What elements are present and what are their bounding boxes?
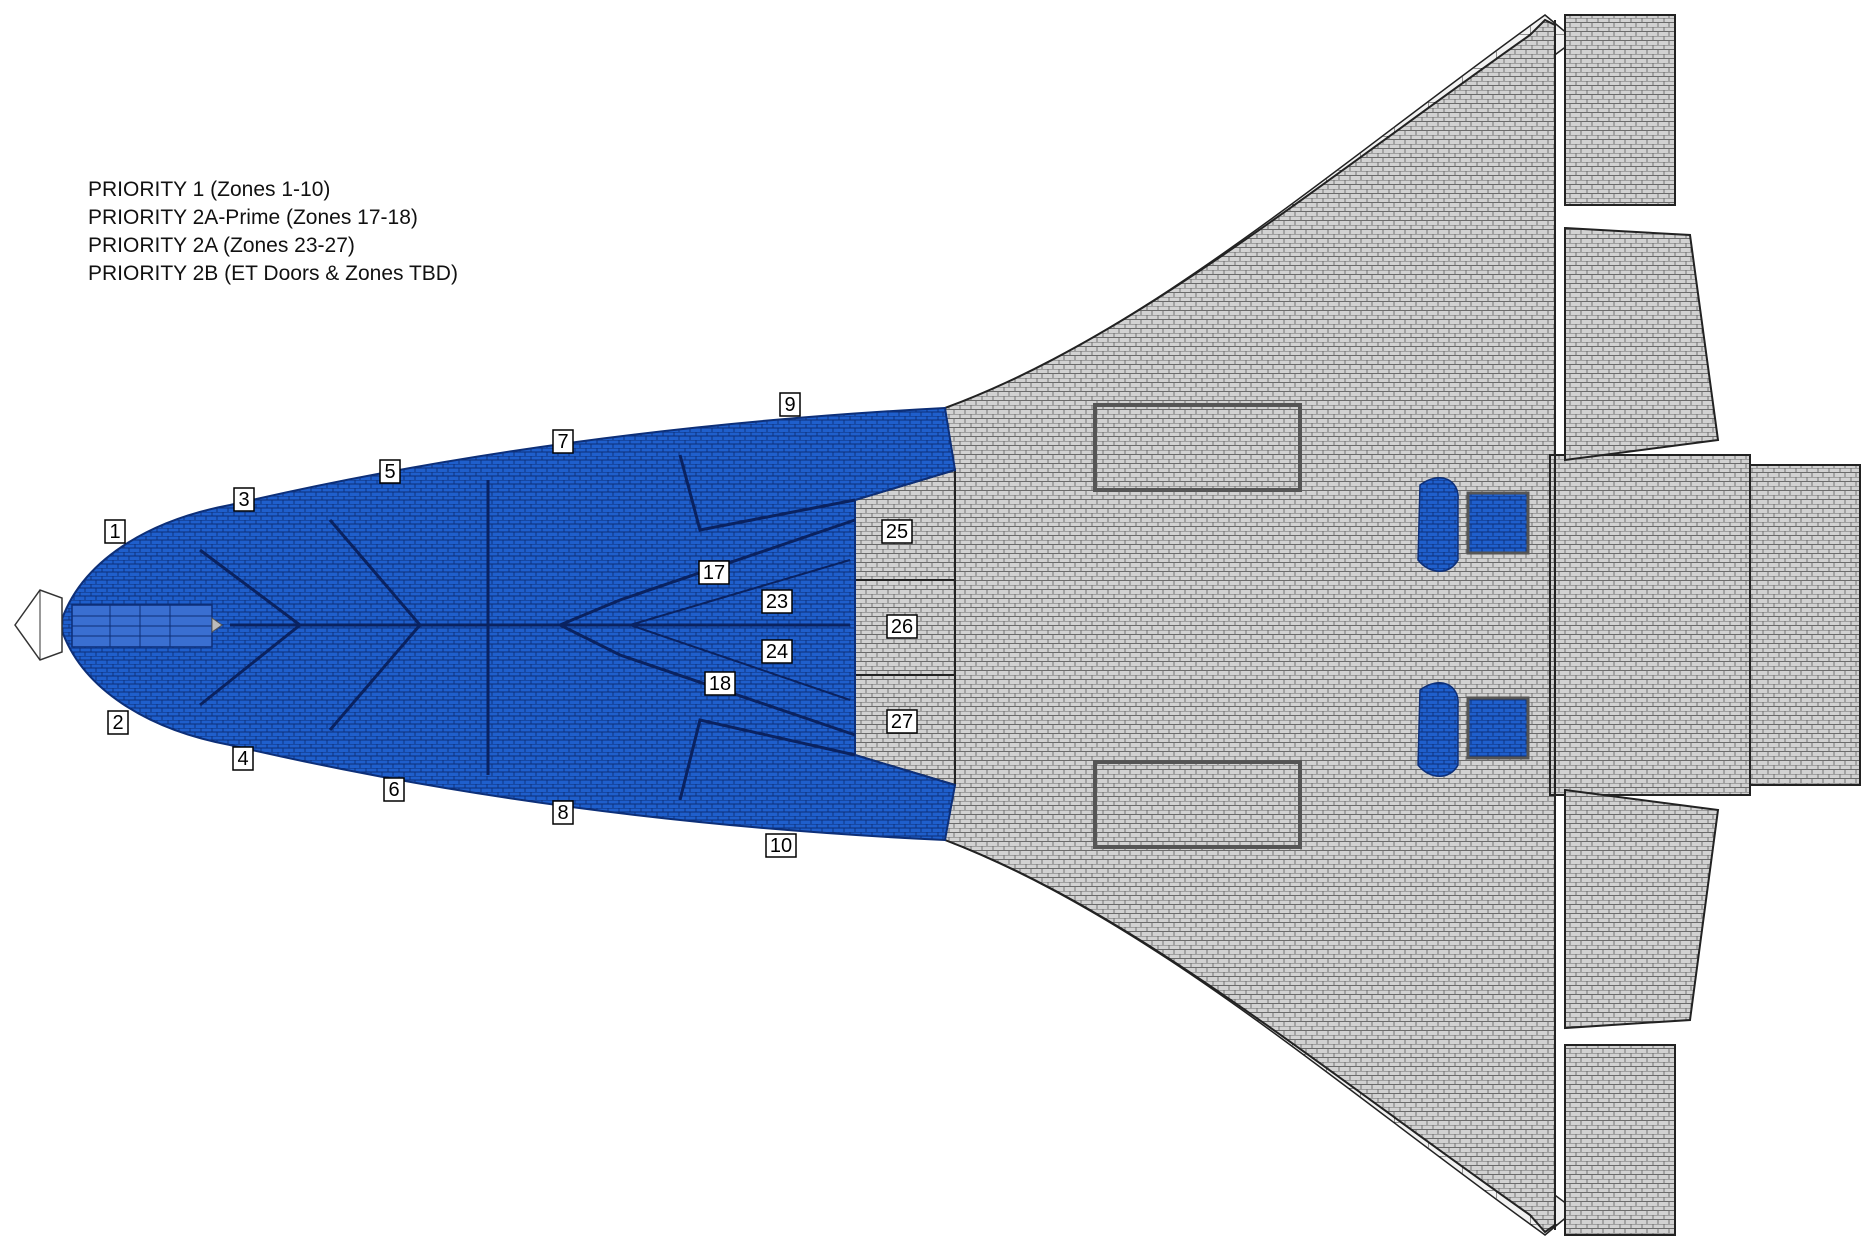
svg-text:17: 17 — [703, 562, 725, 584]
svg-text:26: 26 — [891, 616, 913, 638]
main-gear-door-lower — [1093, 760, 1302, 849]
blue-forward-fuselage — [58, 406, 957, 842]
nose-cap — [14, 589, 63, 661]
svg-text:25: 25 — [886, 521, 908, 543]
zone-label-17: 17 — [698, 560, 730, 585]
svg-text:23: 23 — [766, 591, 788, 613]
nose-gear-door — [71, 604, 223, 648]
zone-label-2: 2 — [107, 710, 129, 735]
et-umbilical-doors — [1417, 477, 1530, 777]
zone-label-25: 25 — [881, 519, 913, 544]
svg-text:9: 9 — [784, 394, 795, 416]
zone-label-1: 1 — [104, 519, 126, 544]
main-gear-door-upper — [1093, 403, 1302, 492]
elevons — [1564, 14, 1720, 1236]
body-flap — [1749, 464, 1861, 786]
zone-label-9: 9 — [779, 392, 801, 417]
priority-legend: PRIORITY 1 (Zones 1-10) PRIORITY 2A-Prim… — [88, 176, 458, 288]
svg-text:2: 2 — [112, 712, 123, 734]
svg-text:10: 10 — [770, 835, 792, 857]
zone-label-6: 6 — [383, 777, 405, 802]
svg-text:24: 24 — [766, 641, 788, 663]
svg-text:18: 18 — [709, 673, 731, 695]
svg-text:3: 3 — [238, 489, 249, 511]
legend-priority-2b: PRIORITY 2B (ET Doors & Zones TBD) — [88, 262, 458, 285]
zone-label-8: 8 — [552, 800, 574, 825]
zone-label-18: 18 — [704, 671, 736, 696]
zone-label-26: 26 — [886, 614, 918, 639]
legend-priority-2a: PRIORITY 2A (Zones 23-27) — [88, 234, 355, 257]
svg-text:4: 4 — [237, 748, 248, 770]
svg-text:6: 6 — [388, 779, 399, 801]
svg-text:27: 27 — [891, 711, 913, 733]
svg-text:7: 7 — [557, 431, 568, 453]
zone-labels: 1 2 3 4 5 6 7 8 — [104, 392, 918, 858]
zone-label-7: 7 — [552, 429, 574, 454]
legend-priority-2a-prime: PRIORITY 2A-Prime (Zones 17-18) — [88, 206, 418, 229]
legend-priority-1: PRIORITY 1 (Zones 1-10) — [88, 178, 331, 201]
svg-text:5: 5 — [384, 461, 395, 483]
zone-label-27: 27 — [886, 709, 918, 734]
gray-fuselage-and-wings — [944, 18, 1751, 1234]
svg-text:8: 8 — [557, 802, 568, 824]
zone-label-10: 10 — [765, 833, 797, 858]
zone-label-5: 5 — [379, 459, 401, 484]
svg-text:1: 1 — [109, 521, 120, 543]
zone-label-24: 24 — [761, 639, 793, 664]
zone-label-3: 3 — [233, 487, 255, 512]
zone-label-4: 4 — [232, 746, 254, 771]
zone-label-23: 23 — [761, 589, 793, 614]
